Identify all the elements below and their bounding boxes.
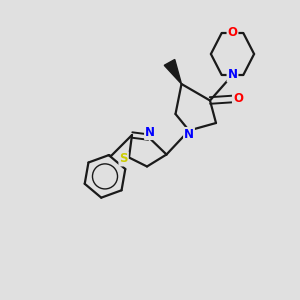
Polygon shape [164, 59, 182, 84]
Text: S: S [119, 152, 128, 166]
Text: O: O [227, 26, 238, 39]
Text: N: N [227, 68, 238, 82]
Text: N: N [184, 128, 194, 141]
Text: N: N [145, 126, 155, 139]
Text: O: O [233, 92, 243, 106]
